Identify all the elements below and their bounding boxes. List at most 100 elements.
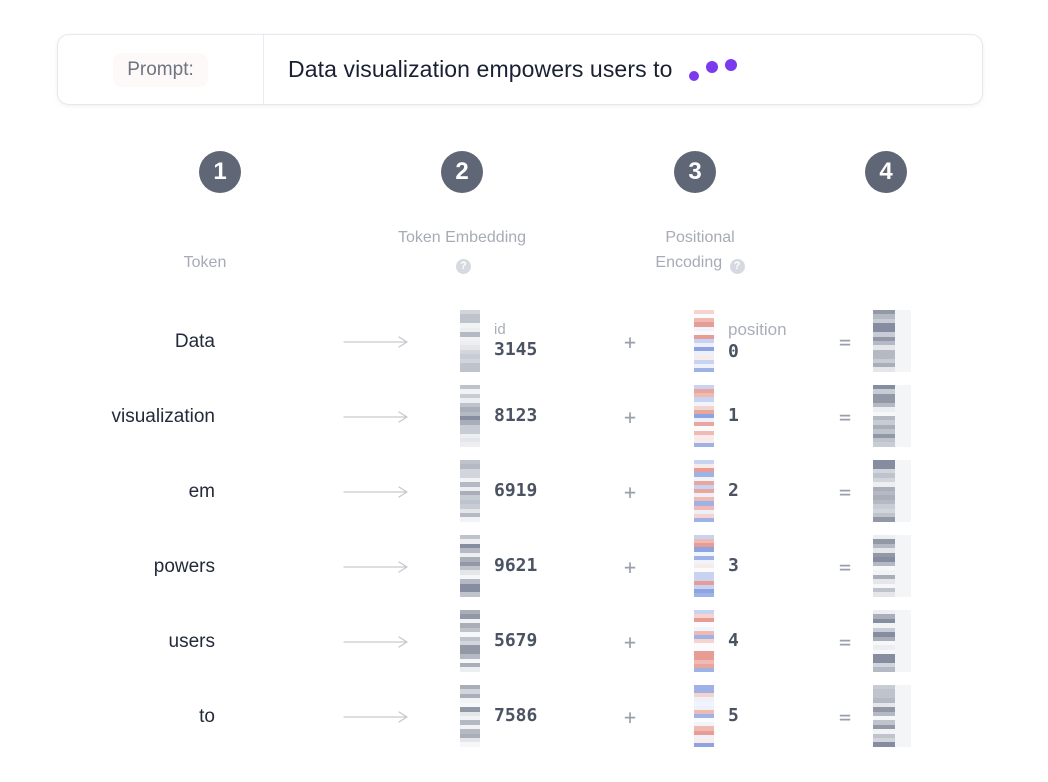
- token-row: to 7586 + 5 =: [0, 679, 1048, 754]
- token-embedding-barcode[interactable]: [460, 685, 480, 747]
- token-label[interactable]: to: [199, 705, 215, 727]
- positional-encoding-barcode[interactable]: [694, 685, 714, 747]
- token-label[interactable]: powers: [153, 555, 215, 577]
- embedding-panel: [895, 310, 911, 372]
- equals-operator: =: [838, 704, 852, 729]
- header-positional-encoding: Positional Encoding ?: [630, 224, 770, 276]
- token-id-value: 3145: [494, 339, 538, 361]
- token-label[interactable]: users: [168, 630, 215, 652]
- plus-operator: +: [623, 329, 637, 354]
- arrow-icon: [343, 454, 413, 529]
- embedding-panel: [895, 535, 911, 597]
- positional-encoding-barcode[interactable]: [694, 385, 714, 447]
- position-block: 5: [728, 679, 739, 754]
- plus-operator: +: [623, 479, 637, 504]
- token-id-block: 7586: [494, 679, 537, 754]
- equals-operator: =: [838, 479, 852, 504]
- header-token-embedding-text: Token Embedding: [397, 229, 527, 247]
- equals-operator: =: [838, 554, 852, 579]
- token-embedding-barcode[interactable]: [460, 535, 480, 597]
- position-block: 1: [728, 379, 739, 454]
- position-block: 4: [728, 604, 739, 679]
- arrow-icon: [343, 529, 413, 604]
- prompt-label-section: Prompt:: [58, 35, 264, 104]
- token-row: powers 9621 + 3 =: [0, 529, 1048, 604]
- token-id-block: 6919: [494, 454, 537, 529]
- positional-encoding-barcode[interactable]: [694, 610, 714, 672]
- step-3-badge: 3: [674, 151, 716, 193]
- position-block: 2: [728, 454, 739, 529]
- position-block: position 0: [728, 304, 787, 379]
- token-row: users 5679 + 4 =: [0, 604, 1048, 679]
- token-id-block: 9621: [494, 529, 537, 604]
- plus-operator: +: [623, 629, 637, 654]
- positional-encoding-barcode[interactable]: [694, 535, 714, 597]
- help-icon[interactable]: ?: [729, 259, 745, 275]
- position-value: 2: [728, 480, 739, 502]
- token-id-block: 5679: [494, 604, 537, 679]
- header-positional-encoding-text: Positional Encoding: [655, 229, 735, 272]
- combined-embedding-barcode[interactable]: [873, 685, 911, 747]
- header-token-embedding: Token Embedding ?: [392, 224, 532, 276]
- position-block: 3: [728, 529, 739, 604]
- position-value: 0: [728, 340, 739, 362]
- header-token: Token: [135, 224, 275, 276]
- prompt-label: Prompt:: [113, 52, 208, 87]
- token-row: Data id 3145 + position 0 =: [0, 304, 1048, 379]
- generating-dots: [688, 58, 737, 81]
- token-label[interactable]: Data: [174, 330, 215, 352]
- step-1-badge: 1: [199, 151, 241, 193]
- arrow-icon: [343, 304, 413, 379]
- prompt-main[interactable]: Data visualization empowers users to: [264, 35, 737, 104]
- position-value: 1: [728, 405, 739, 427]
- arrow-icon: [343, 679, 413, 754]
- loading-dot-icon: [724, 58, 737, 71]
- step-2-badge: 2: [441, 151, 483, 193]
- loading-dot-icon: [688, 70, 699, 81]
- combined-embedding-barcode[interactable]: [873, 385, 911, 447]
- token-embedding-barcode[interactable]: [460, 610, 480, 672]
- position-value: 5: [728, 705, 739, 727]
- token-label[interactable]: em: [188, 480, 215, 502]
- arrow-icon: [343, 604, 413, 679]
- combined-embedding-barcode[interactable]: [873, 310, 911, 372]
- token-id-value: 6919: [494, 480, 538, 502]
- token-id-value: 9621: [494, 555, 538, 577]
- token-row: visualization 8123 + 1 =: [0, 379, 1048, 454]
- help-icon[interactable]: ?: [456, 259, 471, 275]
- equals-operator: =: [838, 404, 852, 429]
- positional-encoding-barcode[interactable]: [694, 460, 714, 522]
- equals-operator: =: [838, 329, 852, 354]
- token-id-block: 8123: [494, 379, 537, 454]
- embedding-panel: [895, 610, 911, 672]
- token-id-value: 5679: [494, 630, 538, 652]
- arrow-icon: [343, 379, 413, 454]
- token-embedding-barcode[interactable]: [460, 310, 480, 372]
- positional-encoding-barcode[interactable]: [694, 310, 714, 372]
- header-token-text: Token: [183, 254, 227, 272]
- id-label: id: [494, 320, 506, 338]
- position-label: position: [728, 319, 787, 339]
- prompt-bar[interactable]: Prompt: Data visualization empowers user…: [57, 34, 983, 105]
- combined-embedding-barcode[interactable]: [873, 535, 911, 597]
- token-row: em 6919 + 2 =: [0, 454, 1048, 529]
- embedding-panel: [895, 460, 911, 522]
- token-rows: Data id 3145 + position 0 = visualizatio…: [0, 304, 1048, 754]
- embedding-panel: [895, 685, 911, 747]
- step-4-badge: 4: [865, 151, 907, 193]
- token-id-value: 8123: [494, 405, 538, 427]
- plus-operator: +: [623, 404, 637, 429]
- position-value: 4: [728, 630, 739, 652]
- token-id-value: 7586: [494, 705, 538, 727]
- plus-operator: +: [623, 554, 637, 579]
- token-label[interactable]: visualization: [111, 405, 216, 427]
- token-embedding-barcode[interactable]: [460, 460, 480, 522]
- token-embedding-barcode[interactable]: [460, 385, 480, 447]
- embedding-panel: [895, 385, 911, 447]
- combined-embedding-barcode[interactable]: [873, 610, 911, 672]
- prompt-text[interactable]: Data visualization empowers users to: [288, 56, 673, 82]
- token-id-block: id 3145: [494, 304, 537, 379]
- plus-operator: +: [623, 704, 637, 729]
- combined-embedding-barcode[interactable]: [873, 460, 911, 522]
